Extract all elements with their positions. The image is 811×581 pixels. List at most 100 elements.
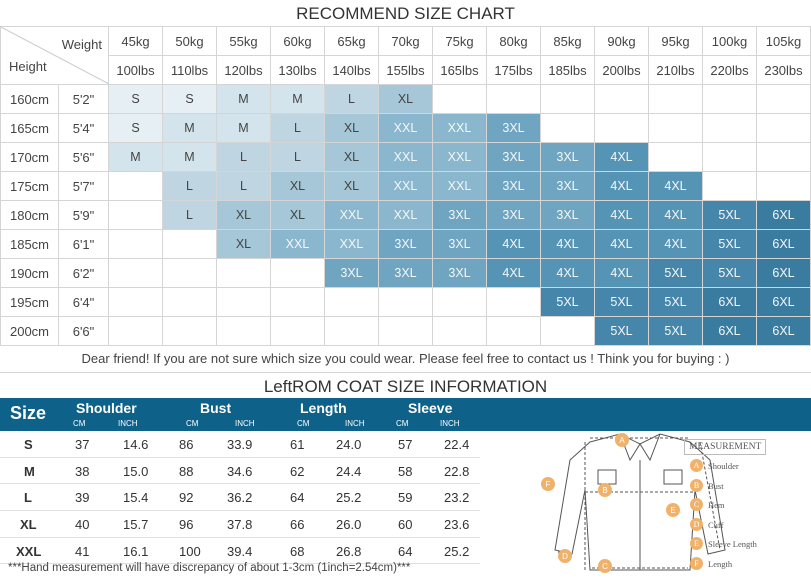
size-cell bbox=[756, 84, 811, 114]
legend-item: F Length bbox=[684, 553, 809, 573]
weight-lbs-header: 220lbs bbox=[702, 55, 757, 85]
weight-lbs-header: 155lbs bbox=[378, 55, 433, 85]
size-cell bbox=[216, 258, 271, 288]
size-cell: 3XL bbox=[432, 258, 487, 288]
height-ft: 6'4" bbox=[58, 287, 109, 317]
size-cell bbox=[486, 84, 541, 114]
unit-header: INCH bbox=[440, 419, 460, 428]
size-cell bbox=[162, 287, 217, 317]
size-cell: 6XL bbox=[756, 200, 811, 230]
height-ft: 5'6" bbox=[58, 142, 109, 172]
legend-item: C Hem bbox=[684, 494, 809, 514]
weight-kg-header: 80kg bbox=[486, 26, 541, 56]
size-cell: XXL bbox=[378, 113, 433, 143]
size-cell: M bbox=[270, 84, 325, 114]
size-cell: 4XL bbox=[594, 258, 649, 288]
measure-value: 92 bbox=[179, 490, 194, 506]
weight-kg-header: 55kg bbox=[216, 26, 271, 56]
legend-item: A Shoulder bbox=[684, 455, 809, 475]
size-cell: XXL bbox=[432, 113, 487, 143]
size-cell: 4XL bbox=[594, 142, 649, 172]
size-cell bbox=[108, 200, 163, 230]
size-cell bbox=[432, 316, 487, 346]
measure-value: 38 bbox=[75, 463, 90, 479]
height-row: 170cm 5'6" M M L L XL XXL XXL 3XL 3XL 4XL bbox=[0, 142, 811, 172]
measure-value: 68 bbox=[290, 543, 305, 559]
size-cell: 3XL bbox=[324, 258, 379, 288]
size-cell bbox=[216, 316, 271, 346]
legend-label: Length bbox=[708, 558, 733, 569]
size-cell: L bbox=[270, 142, 325, 172]
measure-value: 15.0 bbox=[123, 463, 149, 479]
unit-header: INCH bbox=[345, 419, 365, 428]
size-cell: 4XL bbox=[594, 171, 649, 201]
size-cell: S bbox=[162, 84, 217, 114]
size-cell: M bbox=[216, 84, 271, 114]
height-row: 200cm 6'6" 5XL 5XL 6XL 6XL bbox=[0, 316, 811, 346]
size-cell bbox=[648, 113, 703, 143]
size-cell bbox=[648, 142, 703, 172]
size-cell: 3XL bbox=[378, 258, 433, 288]
height-cm: 185cm bbox=[0, 229, 59, 259]
size-cell: L bbox=[216, 171, 271, 201]
legend-badge: E bbox=[690, 537, 703, 550]
size-cell: XL bbox=[324, 171, 379, 201]
diagram-badge bbox=[558, 549, 572, 563]
weight-label: Weight bbox=[61, 37, 102, 52]
measure-value: 64 bbox=[290, 490, 305, 506]
size-cell: S bbox=[108, 113, 163, 143]
height-ft: 6'6" bbox=[58, 316, 109, 346]
height-ft: 5'2" bbox=[58, 84, 109, 114]
weight-kg-header: 85kg bbox=[540, 26, 595, 56]
weight-kg-header: 75kg bbox=[432, 26, 487, 56]
height-cm: 195cm bbox=[0, 287, 59, 317]
diagram-badge bbox=[666, 503, 680, 517]
measure-value: 86 bbox=[179, 437, 194, 452]
weight-lbs-header: 185lbs bbox=[540, 55, 595, 85]
diagram-badge bbox=[541, 477, 555, 491]
size-cell: 6XL bbox=[756, 287, 811, 317]
height-ft: 6'2" bbox=[58, 258, 109, 288]
size-cell: 4XL bbox=[540, 258, 595, 288]
diagram-badge bbox=[615, 433, 629, 447]
size-cell bbox=[756, 113, 811, 143]
size-cell: XL bbox=[378, 84, 433, 114]
measure-value: 59 bbox=[398, 490, 413, 506]
height-row: 175cm 5'7" L L XL XL XXL XXL 3XL 3XL 4XL 4XL bbox=[0, 171, 811, 201]
measure-value: 14.6 bbox=[123, 437, 149, 452]
coat-size-label: S bbox=[24, 437, 33, 452]
size-cell bbox=[270, 316, 325, 346]
size-cell: 4XL bbox=[648, 171, 703, 201]
group-header: Length bbox=[300, 400, 347, 416]
size-cell bbox=[756, 171, 811, 201]
size-cell: L bbox=[162, 200, 217, 230]
height-cm: 160cm bbox=[0, 84, 59, 114]
weight-lbs-header: 130lbs bbox=[270, 55, 325, 85]
size-cell bbox=[432, 84, 487, 114]
measure-value: 41 bbox=[75, 543, 90, 559]
measure-value: 25.2 bbox=[336, 490, 362, 506]
size-cell: 3XL bbox=[540, 200, 595, 230]
coat-info-title: LeftROM COAT SIZE INFORMATION bbox=[263, 377, 548, 396]
size-cell: 5XL bbox=[594, 287, 649, 317]
weight-lbs-header: 230lbs bbox=[756, 55, 811, 85]
height-row: 180cm 5'9" L XL XL XXL XXL 3XL 3XL 3XL 4XL 4XL 5XL 6X… bbox=[0, 200, 811, 230]
height-row: 185cm 6'1" XL XXL XXL 3XL 3XL 4XL 4XL 4XL 4XL 5XL 6X… bbox=[0, 229, 811, 259]
size-cell: 4XL bbox=[486, 229, 541, 259]
size-cell bbox=[216, 287, 271, 317]
measure-value: 40 bbox=[75, 517, 90, 533]
diagram-badge bbox=[598, 559, 612, 573]
measure-value: 37 bbox=[75, 437, 90, 452]
weight-kg-header: 60kg bbox=[270, 26, 325, 56]
legend-label: Hem bbox=[708, 500, 725, 510]
size-cell: 3XL bbox=[378, 229, 433, 259]
measure-value: 24.0 bbox=[336, 437, 362, 452]
measure-value: 88 bbox=[179, 463, 194, 479]
contact-note: Dear friend! If you are not sure which s… bbox=[0, 346, 811, 373]
height-cm: 200cm bbox=[0, 316, 59, 346]
coat-size-row: L 39 15.4 92 36.2 64 25.2 59 23.2 bbox=[0, 484, 480, 512]
diagram-badge-letter: E bbox=[670, 506, 675, 515]
height-cm: 165cm bbox=[0, 113, 59, 143]
size-cell: XXL bbox=[432, 142, 487, 172]
size-cell: XL bbox=[324, 113, 379, 143]
